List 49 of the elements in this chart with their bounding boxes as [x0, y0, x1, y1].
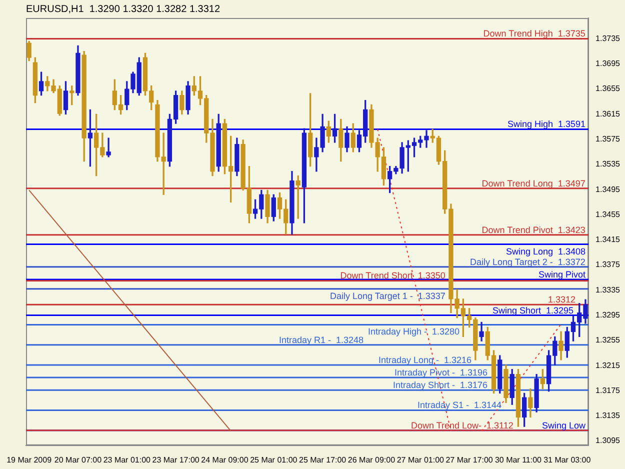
ref-line-label: Swing Pivot: [538, 269, 586, 280]
y-tick-label: 1.3455: [596, 210, 621, 219]
y-tick-label: 1.3655: [596, 84, 621, 94]
y-tick-label: 1.3495: [596, 184, 621, 194]
y-tick-label: 1.3175: [596, 386, 621, 395]
ref-line-label: Down Trend Short 1.3350: [340, 270, 446, 281]
ref-line-label: Intraday Pivot - 1.3196: [394, 368, 488, 378]
y-tick-label: 1.3535: [596, 160, 621, 169]
ref-line-label: Swing Low: [542, 420, 586, 430]
ref-line-label: Swing High 1.3591: [507, 119, 586, 130]
y-tick-label: 1.3575: [596, 134, 621, 144]
y-tick-label: 1.3215: [596, 360, 621, 370]
ref-line-label: Intraday R1 - 1.3248: [278, 334, 364, 345]
y-tick-label: 1.3135: [596, 411, 621, 420]
y-tick-label: 1.3415: [596, 235, 621, 244]
ref-line-label: 1.3312: [548, 294, 576, 305]
ref-line-label: Down Trend Long 1.3497: [482, 178, 586, 188]
y-tick-label: 1.3095: [596, 436, 621, 446]
ref-line-label: Down Trend High 1.3735: [483, 28, 586, 39]
y-tick-label: 1.3735: [596, 34, 621, 43]
y-tick-label: 1.3295: [596, 310, 621, 320]
ref-line-label: Intraday High - 1.3280: [368, 326, 460, 337]
y-tick-label: 1.3255: [596, 336, 621, 345]
y-tick-label: 1.3695: [596, 59, 621, 68]
ref-line-label: Down Trend Low- 1.3112: [410, 420, 514, 430]
ref-line-label: Daily Long Target 2 - 1.3372: [470, 256, 586, 267]
x-tick-label: 23 Mar 01:00: [103, 455, 152, 464]
y-tick-label: 1.3335: [596, 285, 621, 294]
ref-line-label: Swing Long 1.3408: [506, 246, 586, 256]
ref-line-label: Swing Short 1.3295: [492, 305, 574, 316]
ref-line-label: Intraday Long - 1.3216: [378, 354, 472, 365]
x-tick-label: 25 Mar 17:00: [298, 455, 347, 464]
x-tick-label: 19 Mar 2009: [6, 455, 52, 464]
x-tick-label: 25 Mar 01:00: [250, 455, 298, 464]
ref-line-label: Down Trend Pivot 1.3423: [482, 224, 586, 235]
y-tick-label: 1.3615: [596, 109, 621, 118]
chart-title: EURUSD,H1 1.3290 1.3320 1.3282 1.3312: [26, 4, 220, 15]
y-tick-label: 1.3375: [596, 260, 621, 270]
ref-line-label: Daily Long Target 1 - 1.3337: [330, 290, 446, 301]
x-tick-label: 31 Mar 03:00: [544, 455, 592, 464]
x-tick-label: 20 Mar 07:00: [54, 455, 102, 464]
x-tick-label: 27 Mar 17:00: [446, 455, 494, 464]
x-tick-label: 30 Mar 11:00: [494, 455, 542, 464]
ref-line-label: Intraday Short - 1.3176: [392, 380, 488, 390]
x-tick-label: 26 Mar 09:00: [348, 455, 396, 464]
x-tick-label: 24 Mar 09:00: [201, 455, 249, 464]
x-tick-label: 27 Mar 01:00: [396, 455, 445, 464]
ref-line-label: Intraday S1 - 1.3144: [417, 400, 502, 410]
x-tick-label: 23 Mar 17:00: [152, 455, 200, 464]
